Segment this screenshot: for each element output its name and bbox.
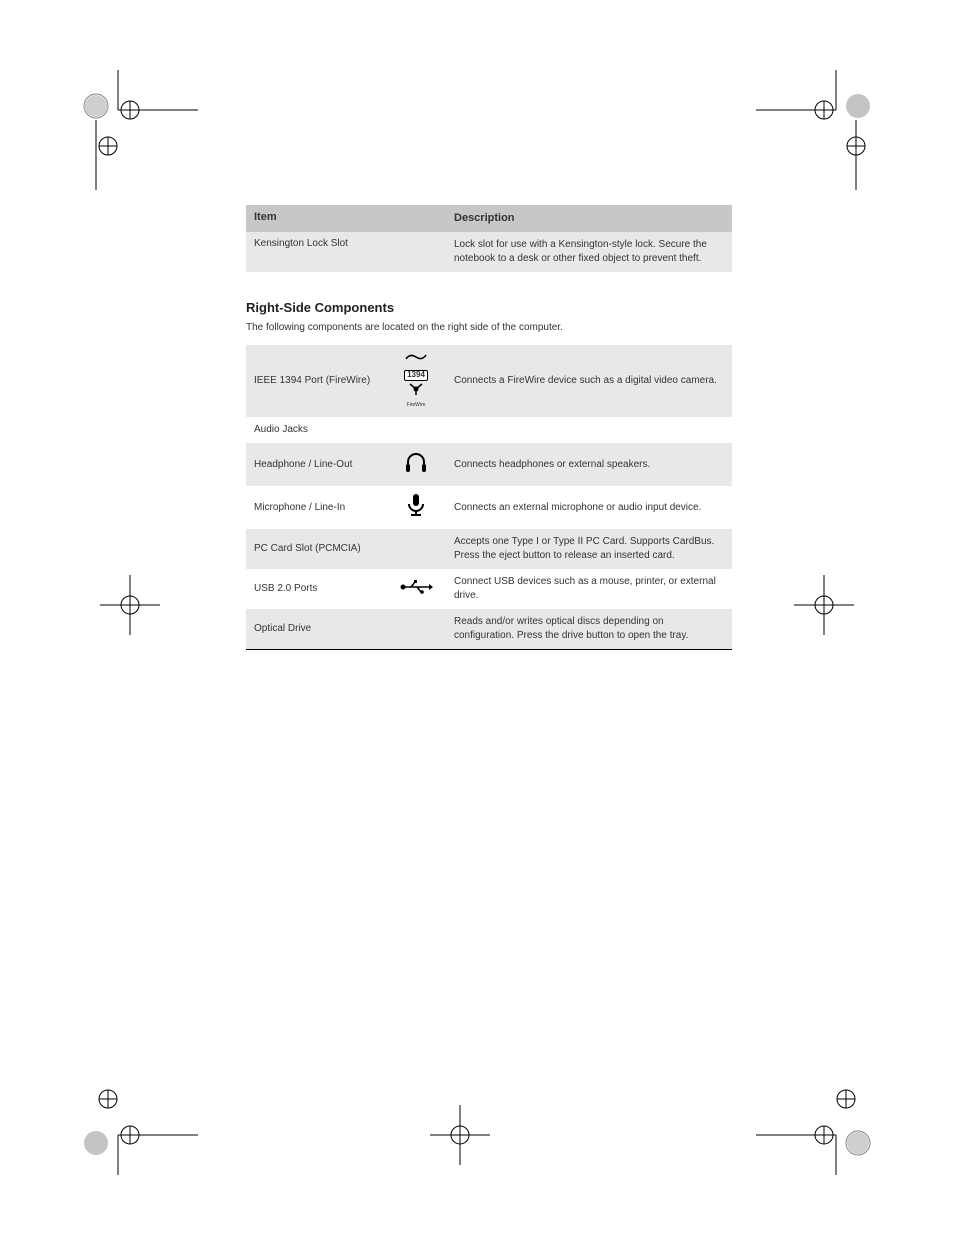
table-row: USB 2.0 Ports Connect USB devices such a… bbox=[246, 569, 732, 609]
cell-item: PC Card Slot (PCMCIA) bbox=[246, 529, 386, 569]
cell-desc: Connects a FireWire device such as a dig… bbox=[446, 345, 732, 417]
cell-item: Microphone / Line-In bbox=[246, 486, 386, 529]
th-desc: Description bbox=[446, 205, 732, 232]
cell-icon bbox=[386, 529, 446, 569]
table-row: Kensington Lock Slot Lock slot for use w… bbox=[246, 232, 732, 272]
crop-mark-tl bbox=[78, 70, 198, 190]
cell-item: Audio Jacks bbox=[246, 417, 386, 443]
table-row: IEEE 1394 Port (FireWire) 1394 FireWire … bbox=[246, 345, 732, 417]
crop-mark-ml bbox=[100, 575, 160, 635]
th-item: Item bbox=[246, 205, 386, 232]
cell-item: Optical Drive bbox=[246, 609, 386, 650]
cell-item: Kensington Lock Slot bbox=[246, 232, 386, 272]
th-icon bbox=[386, 205, 446, 232]
usb-icon bbox=[399, 587, 433, 598]
table-row: PC Card Slot (PCMCIA) Accepts one Type I… bbox=[246, 529, 732, 569]
cell-icon bbox=[386, 443, 446, 486]
section-subtitle: The following components are located on … bbox=[246, 321, 732, 335]
cell-desc: Accepts one Type I or Type II PC Card. S… bbox=[446, 529, 732, 569]
cell-icon bbox=[386, 417, 446, 443]
table-prev-continued: Item Description Kensington Lock Slot Lo… bbox=[246, 205, 732, 272]
table-row: Optical Drive Reads and/or writes optica… bbox=[246, 609, 732, 650]
cell-item: Headphone / Line-Out bbox=[246, 443, 386, 486]
cell-icon bbox=[386, 486, 446, 529]
table-row: Microphone / Line-In Connects an externa… bbox=[246, 486, 732, 529]
cell-desc: Connects headphones or external speakers… bbox=[446, 443, 732, 486]
page-content: Item Description Kensington Lock Slot Lo… bbox=[246, 205, 732, 650]
crop-mark-mr bbox=[794, 575, 854, 635]
crop-mark-bl bbox=[78, 1055, 198, 1175]
crop-mark-tr bbox=[756, 70, 876, 190]
table-header-row: Item Description bbox=[246, 205, 732, 232]
headphone-icon bbox=[403, 467, 429, 478]
table-row: Audio Jacks bbox=[246, 417, 732, 443]
cell-item: USB 2.0 Ports bbox=[246, 569, 386, 609]
cell-item: IEEE 1394 Port (FireWire) bbox=[246, 345, 386, 417]
table-right-side: IEEE 1394 Port (FireWire) 1394 FireWire … bbox=[246, 345, 732, 650]
crop-mark-bc bbox=[430, 1105, 490, 1165]
cell-icon bbox=[386, 609, 446, 650]
cell-desc bbox=[446, 417, 732, 443]
microphone-icon bbox=[405, 510, 427, 521]
table-row: Headphone / Line-Out Connects headphones… bbox=[246, 443, 732, 486]
section-title: Right-Side Components bbox=[246, 300, 732, 315]
firewire-icon: 1394 FireWire bbox=[398, 351, 434, 409]
crop-mark-br bbox=[756, 1055, 876, 1175]
cell-desc: Reads and/or writes optical discs depend… bbox=[446, 609, 732, 650]
cell-icon: 1394 FireWire bbox=[386, 345, 446, 417]
cell-icon bbox=[386, 569, 446, 609]
cell-desc: Connects an external microphone or audio… bbox=[446, 486, 732, 529]
cell-desc: Connect USB devices such as a mouse, pri… bbox=[446, 569, 732, 609]
cell-desc: Lock slot for use with a Kensington-styl… bbox=[446, 232, 732, 272]
cell-icon bbox=[386, 232, 446, 272]
